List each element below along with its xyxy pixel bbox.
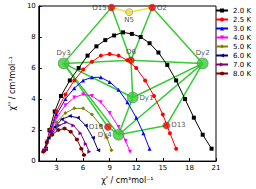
svg-text:O10: O10 (88, 123, 104, 131)
svg-text:χ'' / cm³mol⁻¹: χ'' / cm³mol⁻¹ (8, 56, 17, 111)
svg-text:21: 21 (212, 164, 221, 172)
svg-text:6: 6 (81, 164, 86, 172)
svg-text:χ' / cm³mol⁻¹: χ' / cm³mol⁻¹ (101, 176, 153, 185)
svg-text:2.5 K: 2.5 K (233, 16, 251, 24)
svg-text:Dy2: Dy2 (196, 49, 210, 57)
svg-text:O15: O15 (92, 4, 106, 12)
svg-text:5.0 K: 5.0 K (233, 43, 251, 51)
svg-text:6.0 K: 6.0 K (233, 52, 251, 60)
svg-text:Dy1: Dy1 (139, 94, 153, 102)
svg-text:4.0 K: 4.0 K (233, 34, 251, 42)
svg-text:7.0 K: 7.0 K (233, 61, 251, 69)
svg-text:0: 0 (31, 157, 35, 165)
svg-text:2: 2 (31, 126, 35, 134)
svg-text:3.0 K: 3.0 K (233, 25, 251, 33)
svg-text:18: 18 (185, 164, 194, 172)
svg-text:10: 10 (27, 2, 36, 10)
svg-text:6: 6 (31, 64, 36, 72)
svg-text:O6: O6 (126, 48, 137, 56)
svg-text:3: 3 (54, 164, 58, 172)
svg-text:12: 12 (132, 164, 141, 172)
svg-text:O13: O13 (171, 121, 185, 129)
svg-text:N5: N5 (124, 16, 134, 24)
svg-text:15: 15 (158, 164, 167, 172)
svg-text:8: 8 (31, 33, 35, 41)
svg-text:4: 4 (31, 95, 36, 103)
svg-text:9: 9 (107, 164, 111, 172)
svg-text:8.0 K: 8.0 K (233, 70, 251, 78)
svg-text:O2: O2 (157, 4, 167, 12)
svg-text:Dy4: Dy4 (98, 131, 113, 139)
svg-text:Dy3: Dy3 (57, 49, 71, 57)
svg-text:2.0 K: 2.0 K (233, 7, 251, 15)
